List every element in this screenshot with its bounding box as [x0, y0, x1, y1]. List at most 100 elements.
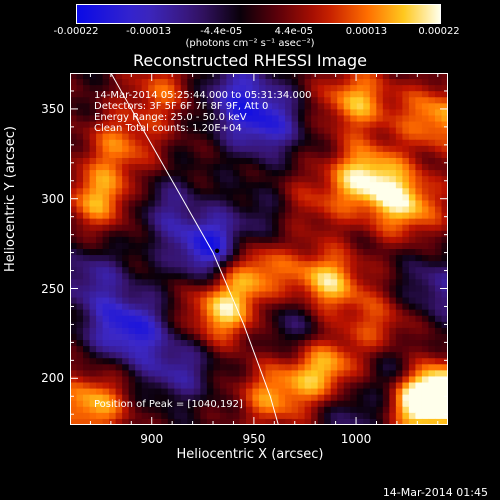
heatmap-cell [180, 188, 188, 195]
heatmap-cell [193, 73, 201, 80]
heatmap-cell [213, 340, 221, 347]
heatmap-cell [324, 279, 332, 287]
heatmap-cell [415, 394, 423, 402]
heatmap-cell [382, 139, 390, 147]
heatmap-cell [70, 388, 78, 396]
heatmap-cell [298, 352, 306, 359]
heatmap-cell [245, 340, 254, 347]
heatmap-cell [174, 382, 182, 390]
heatmap-cell [206, 194, 214, 202]
heatmap-cell [317, 303, 325, 311]
heatmap-cell [115, 291, 123, 299]
heatmap-cell [408, 224, 417, 232]
heatmap-cell [200, 230, 208, 238]
heatmap-cell [415, 170, 423, 177]
heatmap-cell [330, 109, 338, 117]
heatmap-cell [239, 370, 247, 378]
heatmap-cell [102, 376, 110, 384]
heatmap-cell [408, 157, 417, 165]
heatmap-cell [109, 418, 117, 425]
heatmap-cell [128, 333, 136, 341]
heatmap-cell [89, 79, 97, 86]
heatmap-cell [161, 109, 169, 117]
heatmap-cell [76, 267, 84, 274]
heatmap-cell [226, 133, 234, 141]
heatmap-cell [226, 109, 234, 117]
heatmap-cell [148, 188, 156, 195]
heatmap-cell [245, 388, 254, 396]
heatmap-cell [180, 340, 188, 347]
heatmap-cell [122, 309, 130, 317]
heatmap-cell [174, 285, 182, 293]
heatmap-cell [115, 340, 123, 347]
heatmap-cell [161, 133, 169, 141]
heatmap-cell [324, 412, 332, 420]
heatmap-cell [239, 400, 247, 408]
heatmap-cell [285, 376, 293, 384]
heatmap-cell [193, 382, 201, 390]
heatmap-cell [291, 370, 299, 378]
heatmap-cell [402, 188, 410, 195]
heatmap-cell [278, 157, 286, 165]
heatmap-cell [350, 273, 358, 280]
heatmap-cell [389, 145, 397, 153]
heatmap-cell [89, 388, 97, 396]
heatmap-cell [389, 133, 397, 141]
heatmap-cell [141, 382, 149, 390]
heatmap-cell [167, 309, 175, 317]
heatmap-cell [311, 182, 319, 189]
heatmap-cell [428, 352, 436, 359]
heatmap-cell [330, 255, 338, 262]
heatmap-cell [350, 188, 358, 195]
heatmap-cell [408, 406, 417, 414]
heatmap-cell [161, 382, 169, 390]
heatmap-cell [102, 249, 110, 256]
heatmap-cell [115, 358, 123, 365]
heatmap-cell [83, 376, 91, 384]
heatmap-cell [193, 121, 201, 129]
heatmap-cell [219, 358, 228, 365]
heatmap-cell [337, 388, 345, 396]
heatmap-cell [350, 151, 358, 159]
heatmap-cell [298, 127, 306, 135]
heatmap-cell [298, 340, 306, 347]
heatmap-cell [408, 139, 417, 147]
heatmap-cell [363, 297, 371, 305]
heatmap-cell [174, 333, 182, 341]
heatmap-cell [259, 182, 267, 189]
heatmap-cell [76, 133, 84, 141]
heatmap-cell [115, 157, 123, 165]
heatmap-cell [317, 121, 325, 129]
heatmap-cell [311, 309, 319, 317]
heatmap-cell [128, 85, 136, 92]
heatmap-cell [89, 97, 97, 104]
heatmap-cell [239, 182, 247, 189]
heatmap-cell [252, 73, 260, 80]
heatmap-cell [350, 79, 358, 86]
heatmap-cell [421, 261, 430, 268]
heatmap-cell [161, 212, 169, 220]
heatmap-cell [245, 303, 254, 311]
heatmap-cell [252, 364, 260, 371]
heatmap-cell [434, 236, 443, 244]
heatmap-cell [421, 151, 430, 159]
heatmap-cell [259, 273, 267, 280]
heatmap-cell [239, 170, 247, 177]
heatmap-cell [278, 333, 286, 341]
heatmap-cell [115, 303, 123, 311]
heatmap-cell [363, 364, 371, 371]
heatmap-cell [330, 309, 338, 317]
heatmap-cell [135, 358, 143, 365]
heatmap-cell [434, 315, 443, 323]
heatmap-cell [350, 249, 358, 256]
heatmap-cell [135, 236, 143, 244]
heatmap-cell [76, 206, 84, 214]
heatmap-cell [343, 194, 351, 202]
heatmap-cell [389, 340, 397, 347]
heatmap-cell [161, 206, 169, 214]
heatmap-cell [311, 139, 319, 147]
heatmap-cell [128, 139, 136, 147]
heatmap-cell [428, 273, 436, 280]
heatmap-cell [291, 121, 299, 129]
heatmap-cell [96, 236, 104, 244]
